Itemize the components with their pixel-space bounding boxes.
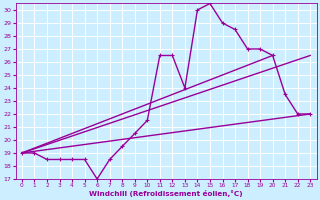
- X-axis label: Windchill (Refroidissement éolien,°C): Windchill (Refroidissement éolien,°C): [89, 190, 243, 197]
